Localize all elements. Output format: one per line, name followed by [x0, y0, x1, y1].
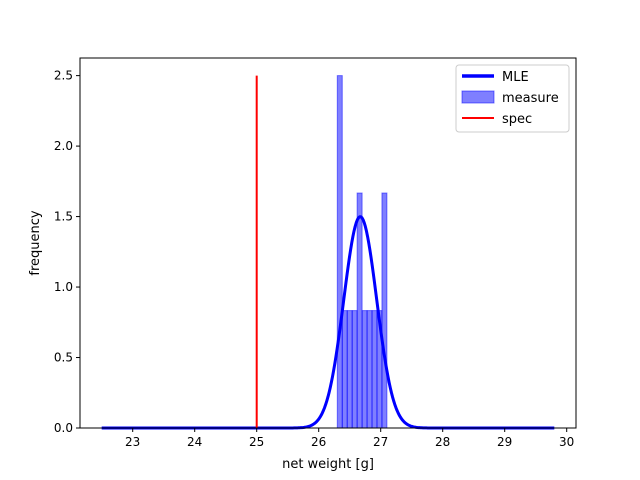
- x-tick-label-3: 26: [311, 435, 326, 449]
- legend: MLE measure spec: [455, 64, 570, 133]
- histogram-bar-9: [381, 192, 388, 429]
- legend-box: [455, 64, 570, 133]
- x-tick-label-4: 27: [373, 435, 388, 449]
- x-tick-label-2: 25: [249, 435, 264, 449]
- y-axis-ticks: 0.0 0.5 1.0 1.5 2.0 2.5: [54, 69, 80, 435]
- y-tick-label-2: 1.0: [54, 280, 73, 294]
- y-axis-label: frequency: [28, 210, 43, 276]
- histogram-bar-2: [346, 310, 353, 429]
- histogram-bar-7: [371, 310, 378, 429]
- y-tick-label-5: 2.5: [54, 69, 73, 83]
- y-tick-label-0: 0.0: [54, 421, 73, 435]
- y-tick-label-1: 0.5: [54, 351, 73, 365]
- legend-spec-label: spec: [502, 112, 532, 127]
- x-axis-ticks: 23 24 25 26 27 28 29 30: [125, 428, 574, 449]
- histogram-bar-4: [356, 192, 363, 429]
- histogram-bar-0: [336, 75, 343, 429]
- x-tick-label-0: 23: [125, 435, 140, 449]
- y-tick-label-4: 2.0: [54, 139, 73, 153]
- histogram-bar-6: [366, 310, 373, 429]
- histogram-bar-5: [361, 310, 368, 429]
- legend-measure-label: measure: [502, 91, 559, 106]
- x-tick-label-6: 29: [497, 435, 512, 449]
- plot-frame: [79, 57, 577, 429]
- x-tick-label-1: 24: [187, 435, 202, 449]
- histogram-bar-1: [341, 310, 348, 429]
- legend-measure-swatch: [461, 90, 495, 104]
- y-tick-label-3: 1.5: [54, 210, 73, 224]
- x-axis-label: net weight [g]: [282, 457, 374, 472]
- x-tick-label-5: 28: [435, 435, 450, 449]
- histogram-bar-3: [351, 310, 358, 429]
- legend-mle-label: MLE: [502, 70, 529, 85]
- x-tick-label-7: 30: [559, 435, 574, 449]
